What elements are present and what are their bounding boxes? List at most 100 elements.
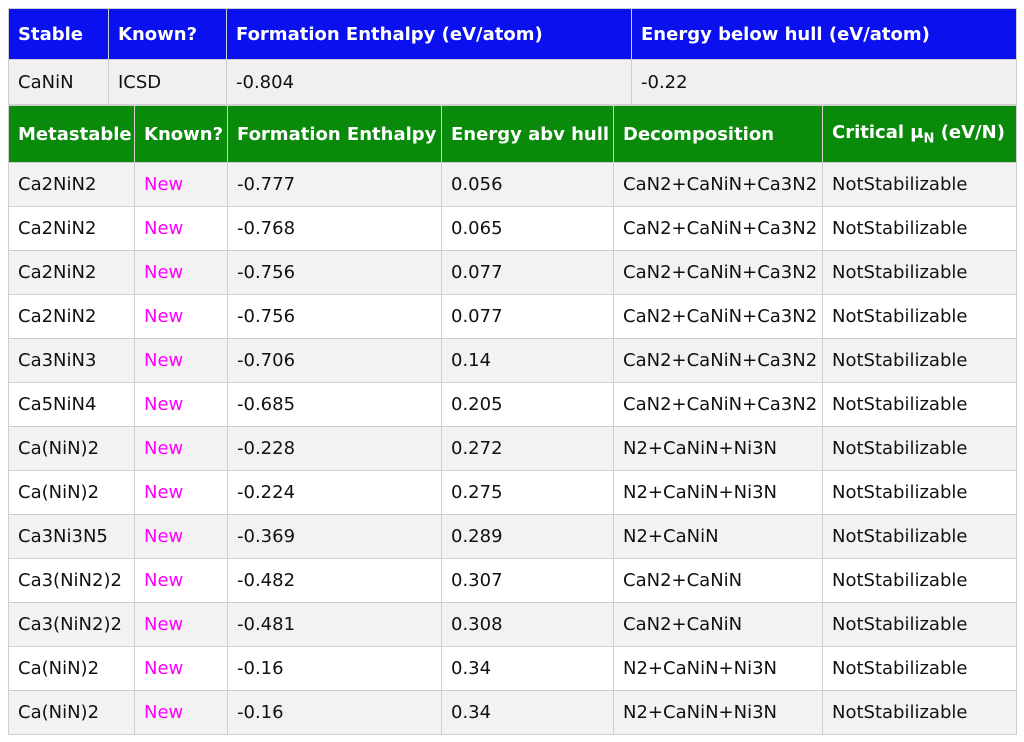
cell-critical-mu: NotStabilizable xyxy=(822,162,1017,207)
table-row: Ca2NiN2 New -0.768 0.065 CaN2+CaNiN+Ca3N2 Not… xyxy=(8,206,1017,251)
cell-formation-enthalpy: -0.706 xyxy=(227,338,442,383)
cell-compound: Ca(NiN)2 xyxy=(8,426,135,471)
cell-formation-enthalpy: -0.481 xyxy=(227,602,442,647)
cell-formation-enthalpy: -0.777 xyxy=(227,162,442,207)
cell-energy-above-hull: 0.307 xyxy=(441,558,614,603)
cell-energy-above-hull: 0.056 xyxy=(441,162,614,207)
metastable-header-formation-enthalpy: Formation Enthalpy xyxy=(227,105,442,163)
cell-critical-mu: NotStabilizable xyxy=(822,514,1017,559)
cell-known: New xyxy=(134,206,228,251)
cell-critical-mu: NotStabilizable xyxy=(822,470,1017,515)
cell-critical-mu: NotStabilizable xyxy=(822,382,1017,427)
cell-formation-enthalpy: -0.369 xyxy=(227,514,442,559)
stable-row: CaNiN ICSD -0.804 -0.22 xyxy=(8,59,1017,105)
cell-compound: Ca(NiN)2 xyxy=(8,690,135,735)
table-row: Ca(NiN)2 New -0.16 0.34 N2+CaNiN+Ni3N NotStab… xyxy=(8,646,1017,691)
cell-energy-above-hull: 0.205 xyxy=(441,382,614,427)
cell-decomposition: N2+CaNiN xyxy=(613,514,823,559)
cell-decomposition: CaN2+CaNiN xyxy=(613,602,823,647)
cell-critical-mu: NotStabilizable xyxy=(822,338,1017,383)
cell-known: New xyxy=(134,514,228,559)
cell-formation-enthalpy: -0.228 xyxy=(227,426,442,471)
cell-compound: Ca3(NiN2)2 xyxy=(8,602,135,647)
cell-compound: Ca5NiN4 xyxy=(8,382,135,427)
critical-mu-subscript: N xyxy=(923,131,935,147)
metastable-table: Metastable Known? Formation Enthalpy Ene… xyxy=(8,105,1017,735)
stable-header-stable: Stable xyxy=(8,8,109,60)
cell-energy-above-hull: 0.289 xyxy=(441,514,614,559)
stable-cell-compound: CaNiN xyxy=(8,59,109,105)
cell-compound: Ca2NiN2 xyxy=(8,162,135,207)
cell-compound: Ca(NiN)2 xyxy=(8,646,135,691)
table-row: Ca(NiN)2 New -0.16 0.34 N2+CaNiN+Ni3N NotStab… xyxy=(8,690,1017,735)
cell-compound: Ca2NiN2 xyxy=(8,294,135,339)
table-row: Ca3(NiN2)2 New -0.482 0.307 CaN2+CaNiN NotSta… xyxy=(8,558,1017,603)
stable-table: Stable Known? Formation Enthalpy (eV/ato… xyxy=(8,8,1017,105)
cell-known: New xyxy=(134,250,228,295)
critical-mu-prefix: Critical μ xyxy=(832,121,924,143)
cell-critical-mu: NotStabilizable xyxy=(822,602,1017,647)
cell-formation-enthalpy: -0.482 xyxy=(227,558,442,603)
cell-critical-mu: NotStabilizable xyxy=(822,206,1017,251)
table-row: Ca(NiN)2 New -0.228 0.272 N2+CaNiN+Ni3N NotSt… xyxy=(8,426,1017,471)
cell-known: New xyxy=(134,294,228,339)
cell-formation-enthalpy: -0.685 xyxy=(227,382,442,427)
cell-decomposition: CaN2+CaNiN xyxy=(613,558,823,603)
cell-decomposition: CaN2+CaNiN+Ca3N2 xyxy=(613,382,823,427)
cell-energy-above-hull: 0.065 xyxy=(441,206,614,251)
stable-header-formation-enthalpy: Formation Enthalpy (eV/atom) xyxy=(226,8,632,60)
cell-decomposition: CaN2+CaNiN+Ca3N2 xyxy=(613,294,823,339)
critical-mu-suffix: (eV/N) xyxy=(934,121,1005,143)
cell-known: New xyxy=(134,338,228,383)
stable-cell-energy-below-hull: -0.22 xyxy=(631,59,1017,105)
cell-compound: Ca2NiN2 xyxy=(8,206,135,251)
cell-energy-above-hull: 0.308 xyxy=(441,602,614,647)
metastable-header-critical-mu: Critical μN (eV/N) xyxy=(822,105,1017,163)
cell-energy-above-hull: 0.14 xyxy=(441,338,614,383)
cell-energy-above-hull: 0.077 xyxy=(441,250,614,295)
cell-known: New xyxy=(134,162,228,207)
cell-known: New xyxy=(134,426,228,471)
cell-critical-mu: NotStabilizable xyxy=(822,558,1017,603)
table-row: Ca3NiN3 New -0.706 0.14 CaN2+CaNiN+Ca3N2 NotS… xyxy=(8,338,1017,383)
table-row: Ca(NiN)2 New -0.224 0.275 N2+CaNiN+Ni3N NotSt… xyxy=(8,470,1017,515)
cell-formation-enthalpy: -0.756 xyxy=(227,294,442,339)
cell-formation-enthalpy: -0.16 xyxy=(227,646,442,691)
cell-energy-above-hull: 0.34 xyxy=(441,646,614,691)
cell-formation-enthalpy: -0.224 xyxy=(227,470,442,515)
cell-decomposition: N2+CaNiN+Ni3N xyxy=(613,690,823,735)
cell-energy-above-hull: 0.077 xyxy=(441,294,614,339)
cell-known: New xyxy=(134,646,228,691)
cell-compound: Ca3NiN3 xyxy=(8,338,135,383)
cell-decomposition: CaN2+CaNiN+Ca3N2 xyxy=(613,250,823,295)
cell-compound: Ca2NiN2 xyxy=(8,250,135,295)
cell-compound: Ca3Ni3N5 xyxy=(8,514,135,559)
table-row: Ca2NiN2 New -0.756 0.077 CaN2+CaNiN+Ca3N2 Not… xyxy=(8,250,1017,295)
cell-formation-enthalpy: -0.756 xyxy=(227,250,442,295)
table-row: Ca2NiN2 New -0.777 0.056 CaN2+CaNiN+Ca3N2 Not… xyxy=(8,162,1017,207)
table-row: Ca3Ni3N5 New -0.369 0.289 N2+CaNiN NotStabili… xyxy=(8,514,1017,559)
cell-energy-above-hull: 0.34 xyxy=(441,690,614,735)
cell-energy-above-hull: 0.272 xyxy=(441,426,614,471)
table-row: Ca3(NiN2)2 New -0.481 0.308 CaN2+CaNiN NotSta… xyxy=(8,602,1017,647)
cell-decomposition: CaN2+CaNiN+Ca3N2 xyxy=(613,338,823,383)
cell-decomposition: N2+CaNiN+Ni3N xyxy=(613,470,823,515)
metastable-header-decomposition: Decomposition xyxy=(613,105,823,163)
tables-container: Stable Known? Formation Enthalpy (eV/ato… xyxy=(8,8,1017,735)
table-row: Ca5NiN4 New -0.685 0.205 CaN2+CaNiN+Ca3N2 Not… xyxy=(8,382,1017,427)
cell-critical-mu: NotStabilizable xyxy=(822,690,1017,735)
cell-known: New xyxy=(134,558,228,603)
cell-decomposition: N2+CaNiN+Ni3N xyxy=(613,646,823,691)
metastable-header-known: Known? xyxy=(134,105,228,163)
stable-cell-formation-enthalpy: -0.804 xyxy=(226,59,632,105)
table-row: Ca2NiN2 New -0.756 0.077 CaN2+CaNiN+Ca3N2 Not… xyxy=(8,294,1017,339)
cell-critical-mu: NotStabilizable xyxy=(822,250,1017,295)
cell-known: New xyxy=(134,470,228,515)
cell-formation-enthalpy: -0.768 xyxy=(227,206,442,251)
cell-known: New xyxy=(134,690,228,735)
cell-decomposition: CaN2+CaNiN+Ca3N2 xyxy=(613,162,823,207)
metastable-rows: Ca2NiN2 New -0.777 0.056 CaN2+CaNiN+Ca3N2 Not… xyxy=(8,162,1017,735)
stable-header-energy-below-hull: Energy below hull (eV/atom) xyxy=(631,8,1017,60)
cell-decomposition: N2+CaNiN+Ni3N xyxy=(613,426,823,471)
cell-critical-mu: NotStabilizable xyxy=(822,294,1017,339)
